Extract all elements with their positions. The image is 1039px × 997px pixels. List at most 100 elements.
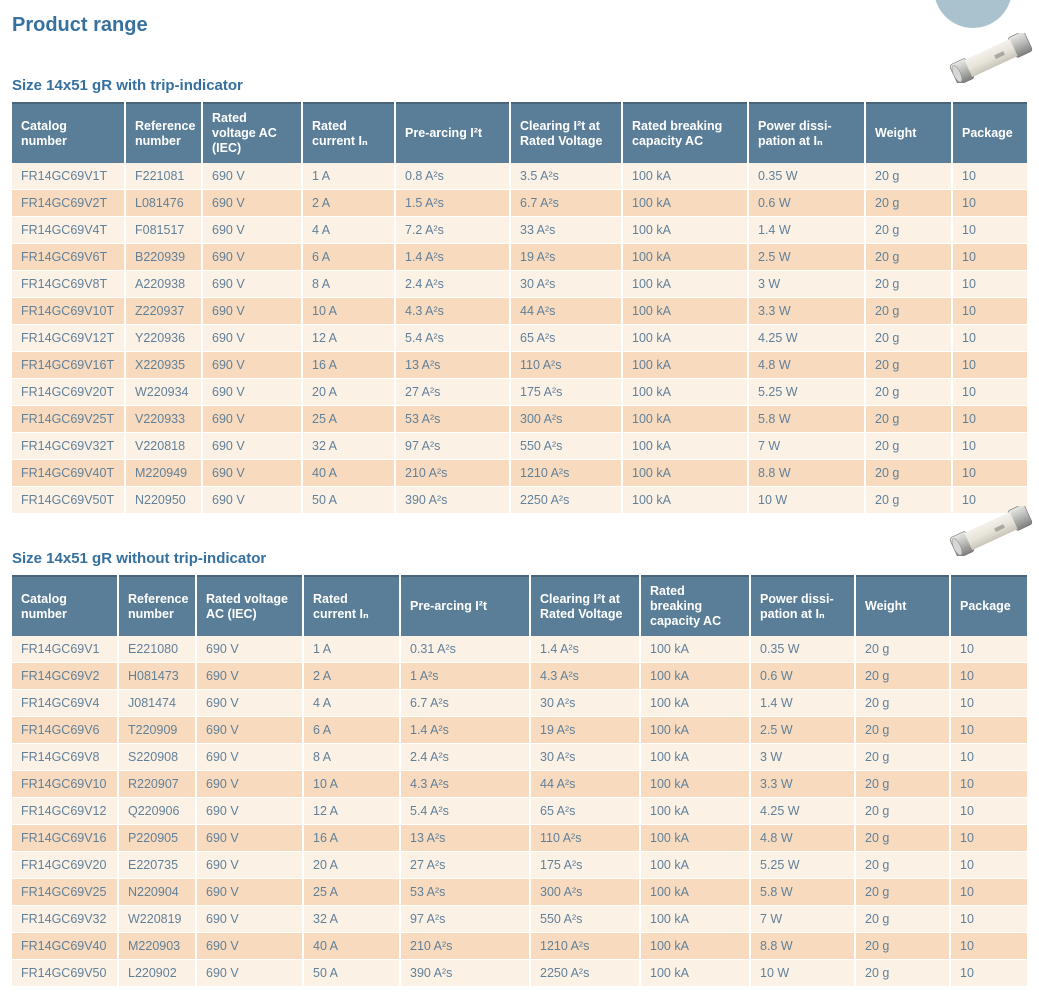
table-cell: 10 (952, 216, 1027, 244)
table-cell: 690 V (196, 905, 304, 933)
table-cell: 690 V (196, 797, 304, 825)
table-cell: 30 A²s (530, 743, 641, 771)
table-cell: FR14GC69V16T (12, 351, 126, 379)
table-cell: 3 W (748, 270, 866, 298)
table-cell: FR14GC69V40 (12, 932, 119, 960)
table-cell: 7 W (750, 905, 856, 933)
table-cell: 6.7 A²s (510, 189, 623, 217)
table-cell: 20 g (865, 163, 953, 190)
table-header-row: Catalog number Reference number Rated volt… (12, 102, 1027, 163)
table-cell: 20 g (865, 189, 953, 217)
table-cell: FR14GC69V25 (12, 878, 119, 906)
table-cell: FR14GC69V20T (12, 378, 126, 406)
table-cell: S220908 (118, 743, 197, 771)
table-cell: 20 g (865, 432, 953, 460)
table-cell: 10 (952, 163, 1027, 190)
table-cell: 32 A (303, 905, 401, 933)
table-cell: M220949 (125, 459, 203, 487)
table-cell: 690 V (202, 163, 303, 190)
table-cell: 12 A (303, 797, 401, 825)
table-cell: 10 (952, 324, 1027, 352)
table-cell: B220939 (125, 243, 203, 271)
table-cell: 44 A²s (530, 770, 641, 798)
table-cell: 100 kA (640, 824, 751, 852)
table-cell: 4.8 W (750, 824, 856, 852)
table-cell: 690 V (196, 824, 304, 852)
table-cell: 100 kA (622, 189, 749, 217)
table-cell: 110 A²s (530, 824, 641, 852)
table-cell: FR14GC69V25T (12, 405, 126, 433)
column-header: Weight (865, 102, 953, 163)
table-cell: 1 A (302, 163, 396, 190)
table-cell: 2250 A²s (510, 486, 623, 514)
table-cell: 100 kA (622, 486, 749, 514)
table-cell: 10 (950, 824, 1027, 852)
table-cell: 32 A (302, 432, 396, 460)
table-cell: 100 kA (640, 932, 751, 960)
table-cell: FR14GC69V1T (12, 163, 126, 190)
table-cell: 20 g (855, 689, 951, 717)
table-row: FR14GC69V50 L220902 690 V 50 A 390 A²s 2250 A… (12, 959, 1027, 987)
table-cell: FR14GC69V2T (12, 189, 126, 217)
table-cell: 100 kA (622, 324, 749, 352)
table-cell: FR14GC69V6T (12, 243, 126, 271)
table-cell: 2.5 W (748, 243, 866, 271)
table-cell: FR14GC69V10 (12, 770, 119, 798)
table-cell: 10 (950, 878, 1027, 906)
table-cell: 5.8 W (748, 405, 866, 433)
column-header: Rated voltage AC (IEC) (202, 102, 303, 163)
table-cell: N220904 (118, 878, 197, 906)
table-cell: 100 kA (622, 297, 749, 325)
section-with-trip-indicator: Size 14x51 gR with trip-indicator Catalo… (12, 31, 1033, 514)
table-cell: 20 A (303, 851, 401, 879)
table-cell: 10 (952, 270, 1027, 298)
table-cell: 4.25 W (748, 324, 866, 352)
table-cell: 690 V (196, 716, 304, 744)
table-cell: 10 (950, 797, 1027, 825)
table-cell: 10 (950, 932, 1027, 960)
column-header: Rated breaking capacity AC (640, 575, 751, 636)
table-header-row: Catalog number Reference number Rated volt… (12, 575, 1027, 636)
table-row: FR14GC69V32T V220818 690 V 32 A 97 A²s 550 A²… (12, 432, 1027, 460)
table-cell: 10 (952, 351, 1027, 379)
table-cell: Z220937 (125, 297, 203, 325)
table-cell: 100 kA (640, 662, 751, 690)
table-cell: 100 kA (622, 405, 749, 433)
table-cell: 1.4 A²s (400, 716, 531, 744)
table-cell: 40 A (303, 932, 401, 960)
table-cell: 690 V (202, 189, 303, 217)
fuse-photo-icon (947, 31, 1035, 85)
table-cell: 20 g (855, 932, 951, 960)
table-cell: 100 kA (640, 959, 751, 987)
table-cell: 20 g (865, 297, 953, 325)
column-header: Reference number (125, 102, 203, 163)
table-cell: 690 V (202, 378, 303, 406)
table-cell: 20 g (865, 378, 953, 406)
table-cell: 100 kA (622, 270, 749, 298)
table-cell: 690 V (202, 243, 303, 271)
table-cell: 10 A (303, 770, 401, 798)
table-cell: 30 A²s (510, 270, 623, 298)
table-cell: 300 A²s (530, 878, 641, 906)
table-cell: 33 A²s (510, 216, 623, 244)
table-cell: L081476 (125, 189, 203, 217)
table-cell: 10 W (750, 959, 856, 987)
table-cell: 10 (950, 770, 1027, 798)
table-cell: 100 kA (622, 432, 749, 460)
table-cell: 4.8 W (748, 351, 866, 379)
table-cell: 100 kA (640, 878, 751, 906)
table-cell: H081473 (118, 662, 197, 690)
table-cell: 690 V (196, 689, 304, 717)
table-cell: 10 (952, 297, 1027, 325)
table-cell: 100 kA (622, 378, 749, 406)
table-cell: V220933 (125, 405, 203, 433)
table-cell: 690 V (196, 662, 304, 690)
table-cell: E220735 (118, 851, 197, 879)
table-cell: 5.4 A²s (395, 324, 511, 352)
table-cell: 2.4 A²s (395, 270, 511, 298)
table-cell: 690 V (202, 432, 303, 460)
column-header: Rated breaking capacity AC (622, 102, 749, 163)
